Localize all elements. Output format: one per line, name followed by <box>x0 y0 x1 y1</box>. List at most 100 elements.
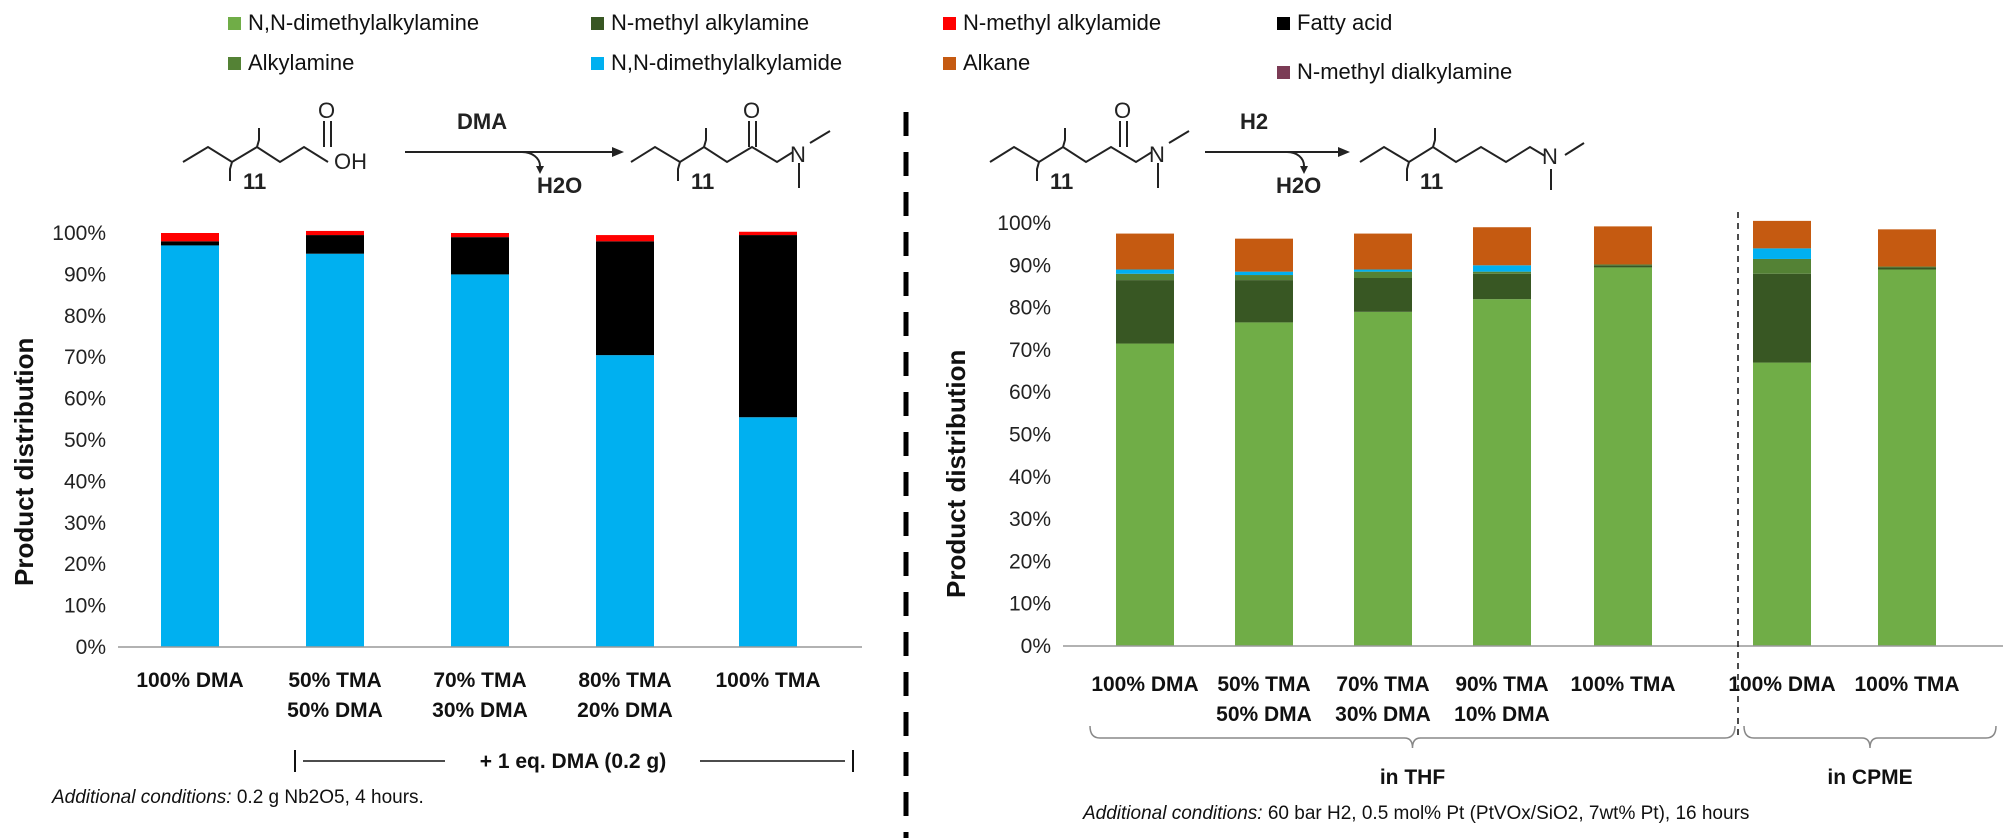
left-x-tick-label: 80% TMA <box>578 669 671 692</box>
legend-label-alkane: Alkane <box>963 50 1031 75</box>
right-bar-segment <box>1235 280 1293 323</box>
left-y-tick-label: 0% <box>76 636 106 659</box>
left-bar-segment <box>451 237 509 275</box>
right-bar-segment <box>1878 267 1936 270</box>
right-x-tick-label: 100% TMA <box>1854 673 1959 696</box>
left-bar-segment <box>306 235 364 254</box>
right-bar-segment <box>1753 258 1811 274</box>
legend-label-dimethylalkylamine: N,N-dimethylalkylamine <box>248 10 480 35</box>
right-y-tick-label: 40% <box>1009 466 1051 489</box>
right-bar-segment <box>1753 273 1811 363</box>
left-y-tick-label: 90% <box>64 263 106 286</box>
right-bar-segment <box>1116 269 1174 274</box>
left-x-tick-label: 100% DMA <box>136 669 243 692</box>
right-bar-segment <box>1473 273 1531 300</box>
right-bar-segment <box>1753 248 1811 259</box>
legend-label-dimethylalkylamide: N,N-dimethylalkylamide <box>611 50 843 75</box>
right-x-tick-label: 50% TMA <box>1217 673 1310 696</box>
right-amide-nitrogen-label: N <box>1149 142 1165 167</box>
right-bar-segment <box>1753 362 1811 646</box>
right-bar-segment <box>1354 277 1412 312</box>
group-label: in THF <box>1380 766 1445 789</box>
right-bar-segment <box>1116 233 1174 270</box>
legend-label-methyl-dialkylamine: N-methyl dialkylamine <box>1297 59 1513 84</box>
left-y-tick-label: 40% <box>64 470 106 493</box>
right-bar-segment <box>1594 226 1652 265</box>
amide-chain-index: 11 <box>691 169 714 194</box>
right-y-tick-label: 10% <box>1009 593 1051 616</box>
right-byproduct-label: H2O <box>1276 173 1321 198</box>
right-x-tick-label: 30% DMA <box>1335 703 1431 726</box>
right-y-tick-label: 20% <box>1009 550 1051 573</box>
right-bar-segment <box>1473 299 1531 646</box>
right-bar-segment <box>1594 264 1652 266</box>
right-bar-segment <box>1354 311 1412 646</box>
right-bar-segment <box>1235 238 1293 272</box>
legend-label-alkylamine: Alkylamine <box>248 50 355 75</box>
amine-structure <box>1359 145 1546 164</box>
right-y-tick-label: 0% <box>1021 635 1051 658</box>
right-x-tick-label: 10% DMA <box>1454 703 1550 726</box>
right-bar-segment <box>1116 343 1174 646</box>
left-x-tick-label: 70% TMA <box>433 669 526 692</box>
right-note-prefix: Additional conditions: <box>1083 803 1263 824</box>
legend-swatch-methyl-alkylamide <box>943 17 956 30</box>
left-y-tick-label: 60% <box>64 388 106 411</box>
left-bar-segment <box>596 355 654 647</box>
left-byproduct-label: H2O <box>537 173 582 198</box>
right-conditions-note: Additional conditions: 60 bar H2, 0.5 mo… <box>1083 803 1749 825</box>
right-reagent-label: H2 <box>1240 109 1268 134</box>
left-bar-segment <box>596 241 654 356</box>
left-note-text: 0.2 g Nb2O5, 4 hours. <box>236 787 424 808</box>
left-bar-segment <box>451 233 509 238</box>
right-y-tick-label: 60% <box>1009 381 1051 404</box>
left-y-tick-label: 50% <box>64 429 106 452</box>
right-amide-oxygen-label: O <box>1114 98 1131 123</box>
acid-oxygen-label: O <box>318 98 335 123</box>
right-bar-segment <box>1594 265 1652 268</box>
right-bar-segment <box>1473 271 1531 274</box>
right-bar-segment <box>1354 233 1412 270</box>
legend-label-methyl-alkylamine: N-methyl alkylamine <box>611 10 810 35</box>
right-bar-segment <box>1354 269 1412 272</box>
legend-label-fatty-acid: Fatty acid <box>1297 10 1393 35</box>
right-bar-segment <box>1235 322 1293 646</box>
left-bar-segment <box>739 235 797 418</box>
left-x-tick-label: 20% DMA <box>577 699 673 722</box>
legend-swatch-dimethylalkylamine <box>228 17 241 30</box>
right-x-tick-label: 100% DMA <box>1728 673 1835 696</box>
right-bar-segment <box>1354 271 1412 278</box>
right-x-tick-label: 70% TMA <box>1336 673 1429 696</box>
left-y-tick-label: 10% <box>64 595 106 618</box>
right-x-tick-label: 100% DMA <box>1091 673 1198 696</box>
left-bar-segment <box>161 233 219 242</box>
legend-swatch-alkylamine <box>228 57 241 70</box>
right-bar-segment <box>1473 265 1531 272</box>
left-reagent-label: DMA <box>457 109 507 134</box>
right-y-tick-label: 100% <box>997 212 1051 235</box>
right-x-tick-label: 50% DMA <box>1216 703 1312 726</box>
amide-oxygen-label: O <box>743 98 760 123</box>
right-bar-segment <box>1878 269 1936 646</box>
legend-swatch-fatty-acid <box>1277 17 1290 30</box>
group-brace-1 <box>1743 725 1997 749</box>
right-bar-segment <box>1473 227 1531 266</box>
right-y-tick-label: 90% <box>1009 254 1051 277</box>
right-y-tick-label: 50% <box>1009 424 1051 447</box>
left-bracket-label: + 1 eq. DMA (0.2 g) <box>480 750 667 773</box>
right-y-tick-label: 70% <box>1009 339 1051 362</box>
left-bar-segment <box>451 274 509 647</box>
left-note-prefix: Additional conditions: <box>52 787 232 808</box>
right-bar-segment <box>1753 220 1811 249</box>
right-y-tick-label: 30% <box>1009 508 1051 531</box>
right-bar-segment <box>1878 266 1936 268</box>
right-x-tick-label: 100% TMA <box>1570 673 1675 696</box>
amine-nitrogen-label: N <box>1542 144 1558 169</box>
left-y-tick-label: 30% <box>64 512 106 535</box>
right-bar-segment <box>1235 271 1293 276</box>
left-y-tick-label: 20% <box>64 553 106 576</box>
left-y-tick-label: 70% <box>64 346 106 369</box>
